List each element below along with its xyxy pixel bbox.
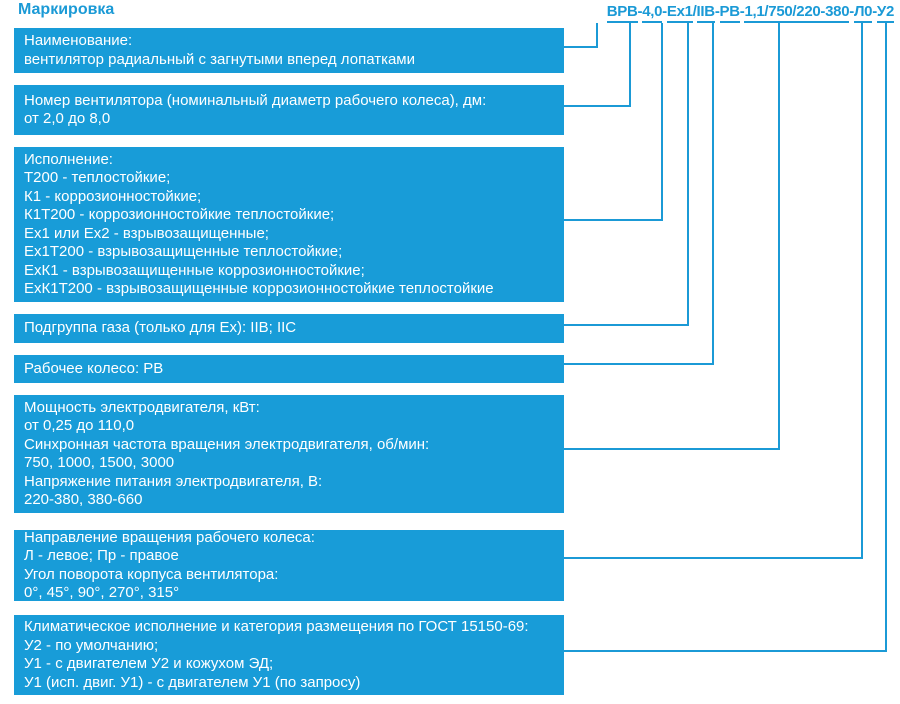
connector-name-segment (564, 23, 598, 48)
box-text-line: К1Т200 - коррозионностойкие теплостойкие… (24, 206, 335, 223)
connector-execution-segment (564, 23, 663, 221)
box-text-line: Угол поворота корпуса вентилятора: (24, 565, 279, 583)
code-segment: 4,0 (642, 3, 662, 23)
connector-impeller-segment (564, 23, 714, 365)
box-text-line: Подгруппа газа (только для Ex): IIB; IIC (24, 319, 297, 337)
connector-size-segment (564, 23, 631, 107)
box-text-line: ExК1Т200 - взрывозащищенные коррозионнос… (24, 280, 494, 297)
box-impeller: Рабочее колесо: РВ (14, 355, 564, 383)
box-text-line: Л - левое; Пр - правое (24, 547, 179, 564)
box-gas-subgroup: Подгруппа газа (только для Ex): IIB; IIC (14, 314, 564, 343)
code-segment: Ex1 (666, 3, 693, 23)
box-text-line: 0°, 45°, 90°, 270°, 315° (24, 584, 180, 601)
box-text-line: 750, 1000, 1500, 3000 (24, 454, 175, 471)
box-text-line: Направление вращения рабочего колеса: (24, 530, 315, 546)
box-text-line: Рабочее колесо: РВ (24, 359, 164, 377)
code-segment: IIB (696, 3, 715, 23)
code-segment: Л0 (853, 3, 873, 23)
box-text-line: У1 (исп. двиг. У1) - с двигателем У1 (по… (24, 673, 361, 691)
connector-rotation-segment (564, 23, 863, 559)
box-text-line: Наименование: (24, 32, 133, 49)
box-rotation: Направление вращения рабочего колеса: Л -… (14, 530, 564, 601)
box-text-line: от 2,0 до 8,0 (24, 110, 111, 127)
code-segment: - (714, 3, 720, 20)
box-text-line: У2 - по умолчанию; (24, 636, 159, 654)
box-climate: Климатическое исполнение и категория раз… (14, 615, 564, 695)
box-text-line: Напряжение питания электродвигателя, В: (24, 472, 323, 490)
box-motor: Мощность электродвигателя, кВт: от 0,25 д… (14, 395, 564, 513)
code-segment: У2 (876, 3, 894, 23)
box-text-line: Номер вентилятора (номинальный диаметр р… (24, 91, 487, 109)
box-text-line: Исполнение: (24, 150, 113, 168)
box-text-line: Ex1Т200 - взрывозащищенные теплостойкие; (24, 243, 343, 260)
box-text-line: Мощность электродвигателя, кВт: (24, 398, 260, 416)
connector-gas-segment (564, 23, 689, 326)
page-title: Маркировка (18, 1, 115, 18)
box-text-line: У1 - с двигателем У2 и кожухом ЭД; (24, 655, 274, 672)
box-text-line: вентилятор радиальный с загнутыми вперед… (24, 50, 415, 68)
code-segment: - (849, 3, 854, 20)
connector-climate-segment (564, 23, 887, 652)
code-segment: 1,1/750/220-380 (744, 3, 850, 23)
box-text-line: Синхронная частота вращения электродвига… (24, 435, 430, 453)
box-execution: Исполнение: Т200 - теплостойкие; К1 - корр… (14, 147, 564, 302)
code-segment: / (692, 3, 697, 20)
code-segment: - (662, 3, 667, 20)
box-text-line: Климатическое исполнение и категория раз… (24, 618, 529, 635)
box-text-line: 220-380, 380-660 (24, 491, 143, 508)
code-segment: ВРВ (606, 3, 638, 23)
code-segment: - (637, 3, 643, 20)
box-text-line: ExК1 - взрывозащищенные коррозионностойк… (24, 261, 365, 279)
code-segment: - (739, 3, 745, 20)
connector-motor-segment (564, 23, 780, 450)
box-text-line: Ex1 или Ex2 - взрывозащищенные; (24, 224, 269, 242)
box-text-line: К1 - коррозионностойкие; (24, 187, 202, 205)
box-name: Наименование: вентилятор радиальный с заг… (14, 28, 564, 73)
box-text-line: от 0,25 до 110,0 (24, 417, 135, 434)
box-text-line: Т200 - теплостойкие; (24, 169, 171, 186)
designation-code: ВРВ-4,0-Ex1/IIB-РВ-1,1/750/220-380-Л0-У2 (606, 3, 894, 23)
box-fan-size: Номер вентилятора (номинальный диаметр р… (14, 85, 564, 135)
code-segment: РВ (719, 3, 740, 23)
code-segment: - (872, 3, 877, 20)
